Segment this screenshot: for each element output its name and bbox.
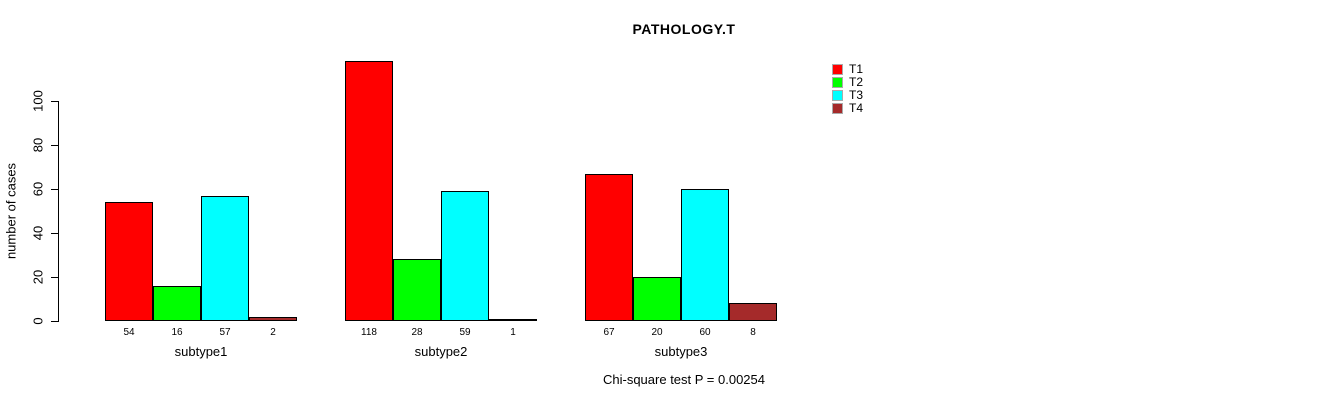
- y-axis-line: [58, 101, 59, 322]
- legend-label: T4: [849, 101, 864, 115]
- y-tick-mark: [51, 321, 58, 322]
- y-tick-label: 20: [30, 269, 46, 285]
- y-tick-label: 60: [30, 181, 46, 197]
- bar-t4-subtype1: [249, 317, 297, 321]
- bar-t3-subtype3: [681, 189, 729, 321]
- bar-t2-subtype2: [393, 259, 441, 321]
- legend-label: T1: [849, 62, 864, 76]
- legend-swatch-t1: [832, 64, 843, 75]
- legend-swatch-t2: [832, 77, 843, 88]
- chi-square-annotation: Chi-square test P = 0.00254: [602, 372, 766, 387]
- bar-value-label: 8: [750, 327, 756, 338]
- legend-label: T2: [849, 75, 864, 89]
- y-tick-mark: [51, 145, 58, 146]
- bar-t1-subtype2: [345, 61, 393, 321]
- legend-label: T3: [849, 88, 864, 102]
- bar-value-label: 20: [651, 327, 663, 338]
- bar-value-label: 16: [171, 327, 183, 338]
- category-label-subtype3: subtype3: [654, 344, 708, 359]
- legend-item-t3: T3: [832, 88, 864, 102]
- bar-value-label: 67: [603, 327, 615, 338]
- legend-item-t2: T2: [832, 75, 864, 89]
- legend-swatch-t3: [832, 90, 843, 101]
- bar-t4-subtype2: [489, 319, 537, 321]
- bar-value-label: 118: [361, 327, 377, 338]
- bar-value-label: 1: [510, 327, 516, 338]
- bar-t3-subtype1: [201, 196, 249, 321]
- bar-value-label: 60: [699, 327, 711, 338]
- bar-t3-subtype2: [441, 191, 489, 321]
- bar-t4-subtype3: [729, 303, 777, 321]
- bar-t1-subtype1: [105, 202, 153, 321]
- y-tick-mark: [51, 233, 58, 234]
- y-tick-label: 80: [30, 137, 46, 153]
- legend-item-t1: T1: [832, 62, 864, 76]
- y-tick-label: 40: [30, 225, 46, 241]
- y-axis-label: number of cases: [3, 162, 19, 260]
- bar-t1-subtype3: [585, 174, 633, 321]
- bar-value-label: 28: [411, 327, 423, 338]
- y-tick-mark: [51, 189, 58, 190]
- bar-value-label: 54: [123, 327, 135, 338]
- chart-title: PATHOLOGY.T: [632, 21, 736, 37]
- chart-legend: T1 T2 T3 T4: [832, 62, 864, 115]
- y-tick-mark: [51, 277, 58, 278]
- bar-t2-subtype3: [633, 277, 681, 321]
- y-tick-label: 0: [30, 317, 46, 325]
- bar-t2-subtype1: [153, 286, 201, 321]
- bar-value-label: 59: [459, 327, 471, 338]
- legend-item-t4: T4: [832, 101, 864, 115]
- category-label-subtype1: subtype1: [174, 344, 228, 359]
- legend-swatch-t4: [832, 103, 843, 114]
- bar-value-label: 2: [270, 327, 276, 338]
- bar-value-label: 57: [219, 327, 231, 338]
- category-label-subtype2: subtype2: [414, 344, 468, 359]
- y-tick-label: 100: [30, 90, 46, 112]
- y-tick-mark: [51, 101, 58, 102]
